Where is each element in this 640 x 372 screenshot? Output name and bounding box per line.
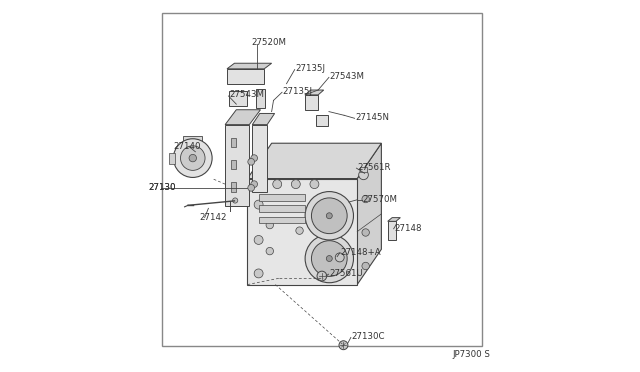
Bar: [360, 167, 367, 172]
Bar: [231, 138, 236, 147]
Circle shape: [254, 200, 263, 209]
Text: 27130: 27130: [148, 183, 175, 192]
Polygon shape: [225, 110, 260, 125]
Bar: [168, 153, 175, 164]
Polygon shape: [248, 143, 381, 179]
Text: 27135J: 27135J: [296, 64, 326, 73]
Circle shape: [251, 181, 257, 187]
Bar: [248, 179, 357, 285]
Bar: [231, 160, 236, 169]
Bar: [259, 205, 305, 212]
Polygon shape: [227, 63, 271, 69]
Circle shape: [232, 198, 238, 203]
Bar: [305, 95, 318, 110]
Bar: [316, 115, 328, 126]
Polygon shape: [388, 218, 401, 221]
Bar: [252, 125, 267, 192]
Circle shape: [312, 241, 347, 276]
Text: JP7300 S: JP7300 S: [452, 350, 490, 359]
Circle shape: [248, 185, 255, 191]
Circle shape: [310, 180, 319, 189]
Text: 27130C: 27130C: [351, 332, 385, 341]
Text: 27135J: 27135J: [283, 87, 313, 96]
Bar: [259, 194, 305, 201]
Text: 27145N: 27145N: [355, 113, 389, 122]
Text: 27130: 27130: [148, 183, 175, 192]
Text: 27561U: 27561U: [330, 269, 363, 278]
Bar: [227, 69, 264, 84]
Circle shape: [335, 253, 344, 262]
Circle shape: [266, 221, 273, 229]
Polygon shape: [305, 90, 324, 95]
Bar: [184, 136, 202, 144]
Circle shape: [173, 139, 212, 177]
Text: 27148+A: 27148+A: [340, 248, 381, 257]
Circle shape: [358, 170, 369, 180]
Circle shape: [326, 213, 332, 219]
Circle shape: [305, 234, 353, 283]
Text: 27543M: 27543M: [229, 90, 264, 99]
Circle shape: [296, 227, 303, 234]
Circle shape: [180, 146, 205, 170]
Text: 27140: 27140: [173, 142, 200, 151]
Bar: [256, 89, 266, 108]
Circle shape: [251, 155, 257, 161]
Circle shape: [317, 271, 326, 281]
Circle shape: [266, 247, 273, 255]
Circle shape: [254, 182, 263, 190]
Bar: [225, 125, 250, 206]
Bar: [231, 182, 236, 192]
Bar: [162, 13, 482, 346]
Circle shape: [248, 158, 255, 165]
Circle shape: [362, 229, 369, 236]
Circle shape: [326, 256, 332, 262]
Polygon shape: [252, 113, 275, 125]
Circle shape: [291, 180, 300, 189]
Circle shape: [339, 341, 348, 350]
Text: 27142: 27142: [199, 213, 227, 222]
Circle shape: [312, 198, 347, 234]
Circle shape: [254, 269, 263, 278]
Text: 27561R: 27561R: [357, 163, 390, 172]
Circle shape: [254, 235, 263, 244]
Circle shape: [273, 180, 282, 189]
Bar: [388, 221, 396, 240]
Circle shape: [305, 192, 353, 240]
Text: 27148: 27148: [394, 224, 422, 233]
Circle shape: [189, 154, 196, 162]
Text: 27520M: 27520M: [251, 38, 286, 47]
Polygon shape: [357, 143, 381, 285]
Circle shape: [362, 262, 369, 270]
Text: 27543M: 27543M: [330, 72, 364, 81]
Bar: [259, 217, 305, 223]
Text: 27570M: 27570M: [363, 195, 398, 203]
Bar: [229, 91, 248, 106]
Circle shape: [362, 195, 369, 203]
